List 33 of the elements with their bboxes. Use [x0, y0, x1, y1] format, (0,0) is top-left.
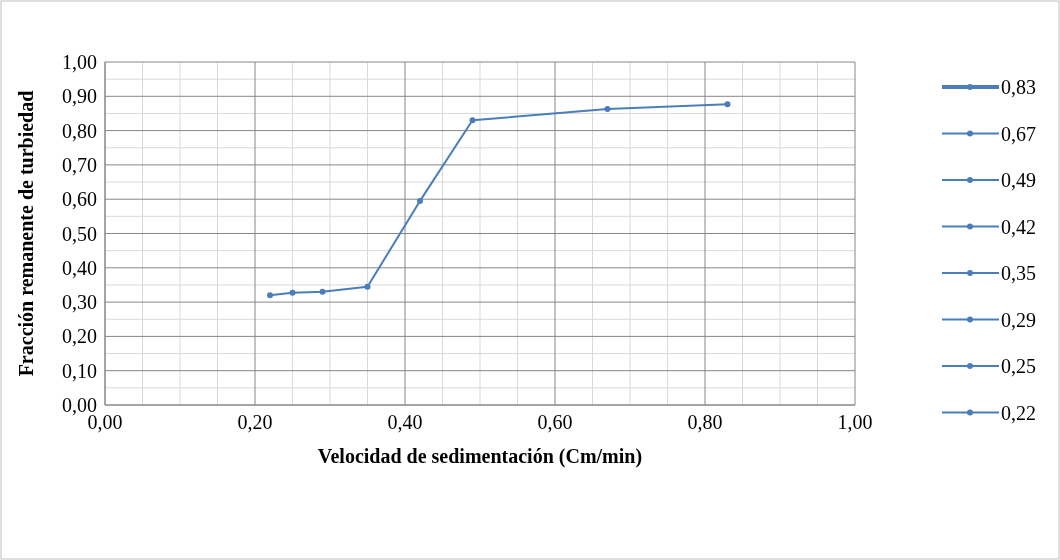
legend-label: 0,83	[1001, 76, 1036, 98]
y-tick-label: 0,80	[62, 119, 97, 142]
y-tick-label: 0,90	[62, 85, 97, 108]
legend-label: 0,25	[1001, 355, 1036, 377]
y-tick-label: 0,30	[62, 291, 97, 314]
y-tick-label: 1,00	[62, 51, 97, 73]
y-tick-label: 0,50	[62, 222, 97, 245]
x-axis-title: Velocidad de sedimentación (Cm/min)	[317, 445, 643, 468]
point	[604, 105, 611, 112]
y-tick-label: 0,40	[62, 256, 97, 279]
point	[724, 101, 731, 108]
point	[417, 197, 423, 204]
point	[364, 283, 371, 290]
x-tick-label: 0,20	[237, 411, 273, 433]
point	[319, 288, 326, 295]
point	[289, 289, 296, 296]
y-tick-label: 0,60	[62, 188, 97, 211]
legend-label: 0,67	[1001, 122, 1036, 145]
legend-label: 0,22	[1001, 401, 1036, 424]
point	[469, 117, 476, 124]
legend-label: 0,29	[1001, 308, 1036, 331]
x-tick-label: 0,40	[387, 411, 423, 433]
x-tick-label: 0,60	[537, 411, 573, 433]
y-tick-label: 0,20	[62, 325, 97, 348]
y-tick-label: 0,10	[62, 359, 97, 382]
legend-label: 0,42	[1001, 215, 1036, 238]
legend-label: 0,35	[1001, 262, 1036, 284]
point	[267, 292, 273, 299]
x-tick-label: 0,80	[687, 411, 723, 433]
x-tick-label: 1,00	[837, 411, 873, 433]
y-tick-label: 0,70	[62, 153, 97, 176]
y-axis-title: Fracción remanente de turbiedad	[15, 90, 37, 377]
legend-label: 0,49	[1001, 169, 1036, 191]
